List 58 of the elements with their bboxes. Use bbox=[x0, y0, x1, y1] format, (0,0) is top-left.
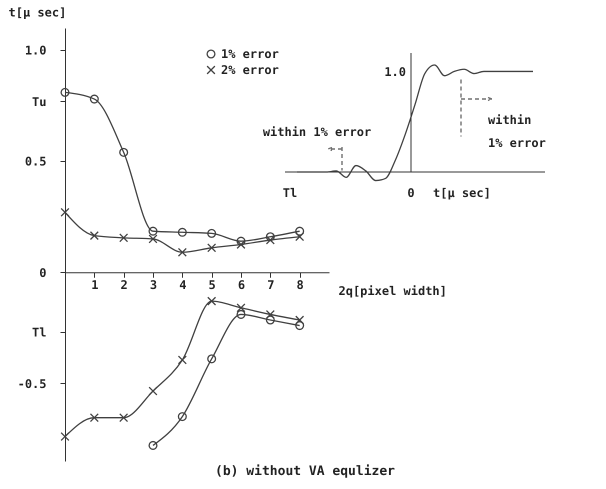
point bbox=[207, 228, 216, 238]
x-tick-label: 4 bbox=[179, 278, 186, 292]
y-tick-label: 1.0 bbox=[24, 44, 46, 58]
annotation: Tl bbox=[282, 186, 298, 200]
point bbox=[60, 208, 70, 217]
point bbox=[148, 226, 158, 236]
point bbox=[148, 386, 158, 396]
y-tick-label: -0.5 bbox=[18, 376, 46, 391]
point bbox=[236, 236, 246, 246]
text: 0 bbox=[407, 186, 415, 200]
x-tick-label: 8 bbox=[296, 278, 304, 292]
point bbox=[178, 355, 187, 364]
annotation: 1.0 bbox=[384, 65, 406, 79]
legend-label: 2% error bbox=[221, 63, 279, 77]
point bbox=[119, 233, 128, 242]
point bbox=[295, 315, 304, 325]
annotation: within 1% error bbox=[488, 113, 546, 150]
point bbox=[178, 248, 187, 257]
point bbox=[266, 310, 275, 319]
x-tick-label: 7 bbox=[267, 278, 274, 292]
point bbox=[207, 354, 216, 364]
legend-label: 1% error bbox=[221, 47, 279, 61]
point bbox=[236, 310, 246, 319]
point bbox=[207, 296, 216, 306]
x-axis-title: 2q[pixel width] bbox=[338, 284, 447, 298]
point bbox=[90, 413, 99, 422]
x-tick-label: 6 bbox=[238, 278, 246, 292]
point bbox=[90, 231, 99, 240]
point bbox=[60, 432, 70, 442]
text: (b) without VA equlizer bbox=[214, 464, 396, 479]
point bbox=[178, 412, 187, 422]
point bbox=[295, 232, 304, 242]
y-tick-label: 0.5 bbox=[24, 154, 46, 169]
point bbox=[148, 440, 158, 450]
point bbox=[148, 234, 158, 244]
point bbox=[60, 88, 70, 97]
x-tick-label: 1 bbox=[91, 278, 98, 292]
point bbox=[295, 226, 304, 236]
x-tick-label: 3 bbox=[150, 278, 158, 292]
point bbox=[90, 94, 99, 104]
point bbox=[266, 236, 275, 245]
y-tick-label: 0 bbox=[39, 266, 46, 280]
y-tick-label: Tl bbox=[32, 326, 46, 340]
point bbox=[266, 232, 275, 242]
x-axis-title: t[μ sec] bbox=[433, 186, 491, 200]
y-axis-title: t[μ sec] bbox=[8, 6, 66, 20]
point bbox=[119, 148, 128, 157]
point bbox=[295, 321, 304, 330]
point bbox=[207, 243, 216, 252]
point bbox=[236, 303, 246, 312]
point bbox=[266, 315, 275, 325]
x-tick-label: 2 bbox=[120, 278, 128, 292]
point bbox=[119, 413, 128, 422]
point bbox=[236, 240, 246, 250]
annotation: within 1% error bbox=[262, 125, 372, 139]
y-tick-label: Tu bbox=[32, 94, 46, 109]
x-tick-label: 5 bbox=[208, 278, 216, 292]
point bbox=[178, 228, 187, 237]
